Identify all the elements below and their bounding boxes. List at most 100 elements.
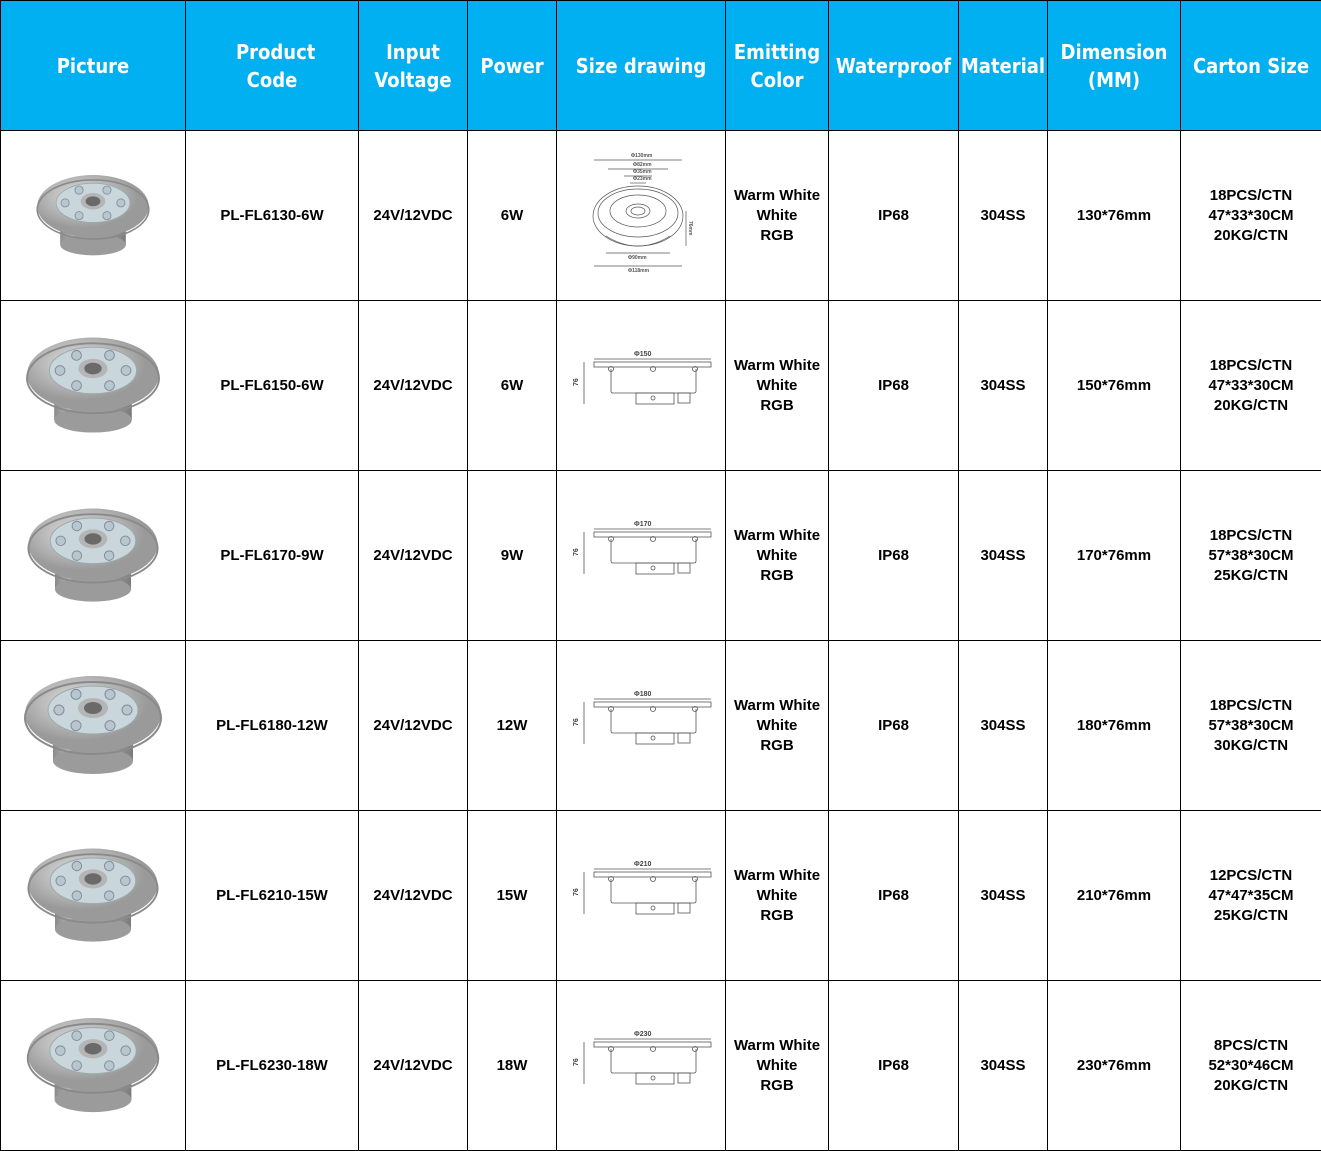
color-line: Warm White	[733, 866, 821, 884]
svg-text:76: 76	[573, 548, 580, 556]
size-drawing-cell: Φ170 76	[556, 470, 726, 641]
color-line: White	[756, 376, 798, 394]
dimension-cell: 150*76mm	[1047, 300, 1181, 471]
input-voltage-cell: 24V/12VDC	[358, 980, 468, 1151]
color-line: Warm White	[733, 186, 821, 204]
header-waterproof: Waterproof	[828, 0, 959, 131]
material-cell: 304SS	[958, 640, 1048, 811]
picture-cell	[0, 980, 186, 1151]
power-cell: 18W	[467, 980, 557, 1151]
carton-line: 18PCS/CTN	[1209, 526, 1293, 544]
dimension: 180*76mm	[1076, 716, 1152, 734]
svg-text:76: 76	[573, 888, 580, 896]
picture-cell	[0, 470, 186, 641]
input-voltage-cell: 24V/12VDC	[358, 640, 468, 811]
power: 18W	[496, 1056, 528, 1074]
carton-line: 18PCS/CTN	[1209, 696, 1293, 714]
color-line: RGB	[760, 736, 794, 754]
svg-text:Φ82mm: Φ82mm	[633, 162, 652, 168]
product-code: PL-FL6130-6W	[220, 206, 324, 224]
color-line: Warm White	[733, 1036, 821, 1054]
waterproof-rating: IP68	[878, 376, 909, 394]
product-code-cell: PL-FL6230-18W	[185, 980, 359, 1151]
dimension: 130*76mm	[1076, 206, 1152, 224]
product-code: PL-FL6230-18W	[216, 1056, 328, 1074]
power: 6W	[500, 206, 524, 224]
picture-cell	[0, 810, 186, 981]
svg-text:Φ23mm: Φ23mm	[633, 176, 652, 182]
dimension-cell: 130*76mm	[1047, 130, 1181, 301]
power: 12W	[496, 716, 528, 734]
carton-line: 57*38*30CM	[1208, 716, 1294, 734]
carton-line: 30KG/CTN	[1213, 736, 1289, 754]
waterproof-rating: IP68	[878, 206, 909, 224]
picture-cell	[0, 640, 186, 811]
size-drawing-cell: Φ150 76	[556, 300, 726, 471]
product-code-cell: PL-FL6130-6W	[185, 130, 359, 301]
input-voltage-cell: 24V/12VDC	[358, 300, 468, 471]
power: 9W	[500, 546, 524, 564]
carton-line: 20KG/CTN	[1213, 226, 1289, 244]
carton-line: 18PCS/CTN	[1209, 356, 1293, 374]
dimension: 150*76mm	[1076, 376, 1152, 394]
color-line: White	[756, 1056, 798, 1074]
waterproof-rating: IP68	[878, 886, 909, 904]
carton-line: 25KG/CTN	[1213, 566, 1289, 584]
carton-line: 25KG/CTN	[1213, 906, 1289, 924]
material: 304SS	[980, 1056, 1026, 1074]
product-photo	[27, 848, 159, 942]
product-code-cell: PL-FL6210-15W	[185, 810, 359, 981]
input-voltage-cell: 24V/12VDC	[358, 810, 468, 981]
header-material: Material	[958, 0, 1048, 131]
product-code: PL-FL6210-15W	[216, 886, 328, 904]
color-line: RGB	[760, 1076, 794, 1094]
emitting-color-cell: Warm White White RGB	[725, 810, 829, 981]
power: 15W	[496, 886, 528, 904]
size-drawing-image: Φ130mm Φ82mm Φ35mm Φ23mm 76mm Φ90mm Φ118…	[592, 153, 693, 274]
product-code-cell: PL-FL6180-12W	[185, 640, 359, 811]
carton-line: 20KG/CTN	[1213, 1076, 1289, 1094]
color-line: Warm White	[733, 696, 821, 714]
power-cell: 6W	[467, 300, 557, 471]
carton-size-cell: 18PCS/CTN 57*38*30CM 30KG/CTN	[1180, 640, 1321, 811]
table-row: PL-FL6180-12W 24V/12VDC 12W Φ180 76 Warm W…	[0, 640, 1321, 811]
input-voltage: 24V/12VDC	[373, 546, 453, 564]
emitting-color-cell: Warm White White RGB	[725, 980, 829, 1151]
size-drawing-image: Φ170 76	[573, 521, 712, 574]
dimension-cell: 170*76mm	[1047, 470, 1181, 641]
product-code: PL-FL6180-12W	[216, 716, 328, 734]
header-input-voltage: Input Voltage	[358, 0, 468, 131]
svg-text:76: 76	[573, 1058, 580, 1066]
waterproof-cell: IP68	[828, 980, 959, 1151]
carton-line: 12PCS/CTN	[1209, 866, 1293, 884]
dimension: 210*76mm	[1076, 886, 1152, 904]
material-cell: 304SS	[958, 470, 1048, 641]
size-drawing-cell: Φ230 76	[556, 980, 726, 1151]
svg-text:Φ118mm: Φ118mm	[628, 268, 650, 274]
waterproof-cell: IP68	[828, 640, 959, 811]
product-code: PL-FL6150-6W	[220, 376, 324, 394]
header-picture: Picture	[0, 0, 186, 131]
color-line: Warm White	[733, 526, 821, 544]
carton-line: 18PCS/CTN	[1209, 186, 1293, 204]
product-photo	[36, 174, 150, 255]
input-voltage: 24V/12VDC	[373, 1056, 453, 1074]
svg-text:Φ180: Φ180	[634, 691, 652, 698]
emitting-color-cell: Warm White White RGB	[725, 300, 829, 471]
input-voltage: 24V/12VDC	[373, 716, 453, 734]
table-row: PL-FL6130-6W 24V/12VDC 6W Φ130mm Φ82mm Φ35…	[0, 130, 1321, 301]
size-drawing-image: Φ180 76	[573, 691, 712, 744]
picture-cell	[0, 130, 186, 301]
color-line: White	[756, 716, 798, 734]
carton-line: 20KG/CTN	[1213, 396, 1289, 414]
product-code-cell: PL-FL6170-9W	[185, 470, 359, 641]
header-carton-size: Carton Size	[1180, 0, 1321, 131]
header-emitting-color: Emitting Color	[725, 0, 829, 131]
power-cell: 6W	[467, 130, 557, 301]
size-drawing-cell: Φ210 76	[556, 810, 726, 981]
input-voltage-cell: 24V/12VDC	[358, 130, 468, 301]
dimension: 230*76mm	[1076, 1056, 1152, 1074]
dimension-cell: 230*76mm	[1047, 980, 1181, 1151]
color-line: White	[756, 546, 798, 564]
